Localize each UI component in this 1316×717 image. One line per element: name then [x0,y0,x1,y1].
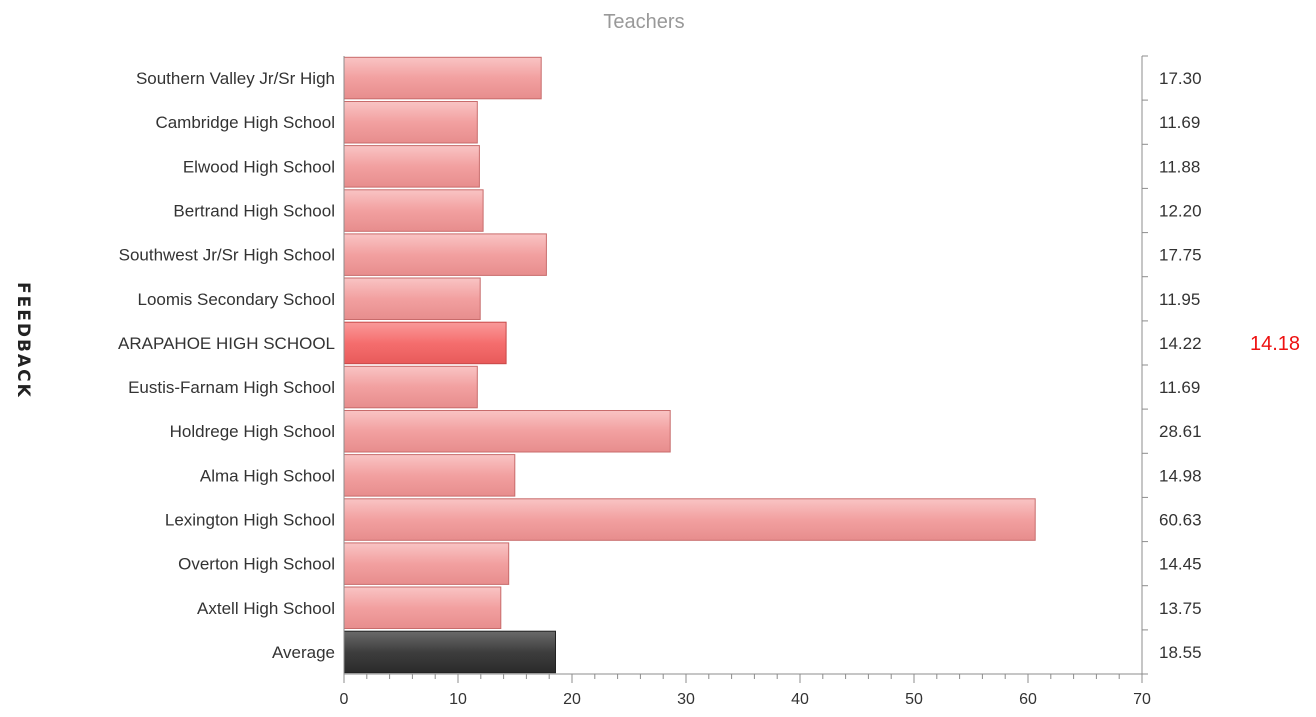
value-label: 13.75 [1159,599,1202,618]
category-label: Loomis Secondary School [137,290,335,309]
category-label: Holdrege High School [170,422,335,441]
category-label: Overton High School [178,555,335,574]
bar [343,586,502,629]
value-label: 17.30 [1159,69,1202,88]
value-label: 12.20 [1159,202,1202,221]
bar [343,101,478,144]
value-label: 11.69 [1159,113,1200,132]
value-label: 11.69 [1159,378,1200,397]
value-label: 17.75 [1159,246,1202,265]
category-label: Average [272,643,335,662]
bar [343,630,556,674]
bar [343,454,516,497]
category-label: Alma High School [200,466,335,485]
feedback-tab[interactable]: FEEDBACK [8,270,38,410]
value-label: 11.95 [1159,290,1200,309]
x-tick-label: 10 [449,691,467,708]
x-tick-label: 70 [1133,691,1151,708]
category-label: Axtell High School [197,599,335,618]
bar [343,56,542,100]
x-tick-label: 30 [677,691,695,708]
bar [343,410,671,453]
category-label: Bertrand High School [173,202,335,221]
category-label: Elwood High School [183,157,335,176]
category-label: Lexington High School [165,511,335,530]
x-tick-label: 0 [340,691,349,708]
value-label: 18.55 [1159,643,1202,662]
x-tick-label: 60 [1019,691,1037,708]
value-label: 14.22 [1159,334,1202,353]
category-label: Southern Valley Jr/Sr High [136,69,335,88]
feedback-label: FEEDBACK [13,281,33,399]
extra-value-label: 14.18 [1250,333,1300,355]
bar [343,365,478,409]
x-tick-label: 50 [905,691,923,708]
category-label: ARAPAHOE HIGH SCHOOL [118,334,335,353]
x-tick-label: 40 [791,691,809,708]
value-label: 11.88 [1159,157,1200,176]
bar [343,277,481,320]
bar [343,233,547,276]
chart-title: Teachers [603,11,684,33]
category-label: Southwest Jr/Sr High School [119,246,335,265]
bar [343,145,480,188]
category-label: Eustis-Farnam High School [128,378,335,397]
value-label: 28.61 [1159,422,1202,441]
bar [343,498,1036,541]
value-label: 14.45 [1159,555,1202,574]
bar [343,321,507,365]
value-label: 60.63 [1159,511,1202,530]
bar [343,542,510,585]
value-label: 14.98 [1159,466,1202,485]
category-label: Cambridge High School [155,113,335,132]
bar [343,189,484,232]
x-tick-label: 20 [563,691,581,708]
